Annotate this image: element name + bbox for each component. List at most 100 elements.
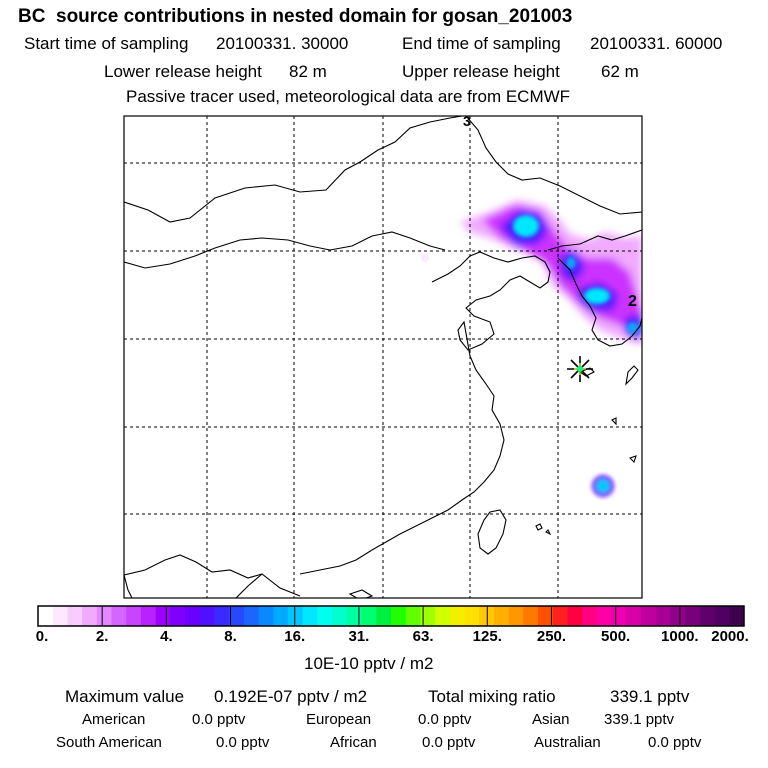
- colorbar-cell: [420, 606, 436, 626]
- border-south-china-2: [235, 573, 263, 598]
- colorbar-tick-marks: [101, 606, 681, 626]
- colorbar-tick-label: 8.: [224, 628, 237, 645]
- colorbar-cell: [185, 606, 201, 626]
- colorbar-cell: [96, 606, 112, 626]
- lower-release-value: 82 m: [289, 62, 327, 81]
- coastline-china-east: [299, 251, 551, 575]
- colorbar-cell: [449, 606, 465, 626]
- colorbar-cell: [170, 606, 186, 626]
- colorbar-cell: [714, 606, 730, 626]
- plume-island-inner: [596, 479, 610, 493]
- colorbar-cell: [567, 606, 583, 626]
- colorbar-cell: [611, 606, 627, 626]
- colorbar-tick-label: 16.: [284, 628, 306, 645]
- region-value: 0.0 pptv: [418, 711, 472, 728]
- colorbar-tick-label: 250.: [536, 628, 567, 645]
- colorbar-cells: [38, 606, 745, 626]
- colorbar-cell: [729, 606, 745, 626]
- region-value: 0.0 pptv: [648, 734, 702, 751]
- contour-label: 3: [463, 113, 471, 129]
- colorbar-unit: 10E-10 pptv / m2: [304, 654, 434, 673]
- coastline-north-korea-border: [547, 229, 642, 251]
- region-name: American: [82, 711, 146, 728]
- region-name: Australian: [534, 734, 601, 751]
- map-panel: 3 2: [123, 113, 643, 599]
- colorbar-cell: [641, 606, 657, 626]
- coastline-mongolia-border: [124, 116, 463, 223]
- plot-title: BC source contributions in nested domain…: [18, 6, 573, 27]
- colorbar-cell: [199, 606, 215, 626]
- max-value-label: Maximum value: [65, 687, 185, 706]
- plume-speck: [421, 254, 429, 262]
- colorbar-cell: [596, 606, 613, 626]
- colorbar-cell: [523, 606, 539, 626]
- region-name: South American: [56, 734, 162, 751]
- coastline-japan-3: [611, 417, 617, 426]
- coastline-manchuria-border: [465, 116, 642, 215]
- colorbar-cell: [126, 606, 142, 626]
- colorbar-cell: [111, 606, 127, 626]
- region-value: 0.0 pptv: [422, 734, 476, 751]
- colorbar-cell: [302, 606, 318, 626]
- colorbar-cell: [699, 606, 715, 626]
- coastline-japan-2: [628, 455, 637, 464]
- colorbar-tick-label: 500.: [601, 628, 631, 645]
- region-name: European: [306, 711, 372, 728]
- colorbar-cell: [391, 606, 407, 626]
- region-value: 339.1 pptv: [604, 711, 675, 728]
- colorbar-cell: [317, 606, 333, 626]
- colorbar-tick-label: 63.: [412, 628, 434, 645]
- region-value: 0.0 pptv: [216, 734, 270, 751]
- border-west-china: [124, 574, 133, 598]
- colorbar-cell: [155, 606, 171, 626]
- end-time-value: 20100331. 60000: [590, 34, 723, 53]
- contour-label: 2: [628, 293, 637, 310]
- coastline-japan-1: [625, 365, 639, 386]
- colorbar-cell: [288, 606, 304, 626]
- colorbar-cell: [493, 606, 510, 626]
- map-frame: [123, 115, 643, 599]
- colorbar-cell: [376, 606, 392, 626]
- colorbar-tick-label: 1000.: [661, 628, 699, 645]
- colorbar-tick-label: 2.: [95, 628, 109, 645]
- colorbar-cell: [258, 606, 274, 626]
- coastline-korea: [557, 257, 642, 347]
- colorbar-cell: [38, 606, 54, 626]
- colorbar-cell: [435, 606, 451, 626]
- start-time-label: Start time of sampling: [24, 34, 189, 53]
- upper-release-value: 62 m: [601, 62, 639, 81]
- colorbar-cell: [214, 606, 230, 626]
- total-mixing-value: 339.1 pptv: [610, 687, 690, 706]
- colorbar-cell: [229, 606, 245, 626]
- lat-lon-grid: [124, 116, 642, 598]
- start-time-value: 20100331. 30000: [216, 34, 349, 53]
- lower-release-label: Lower release height: [104, 62, 262, 81]
- colorbar-cell: [67, 606, 83, 626]
- coastline-island-small: [535, 523, 543, 531]
- colorbar-cell: [538, 606, 554, 626]
- colorbar-cell: [552, 606, 568, 626]
- plume-core-1: [513, 215, 539, 237]
- colorbar-cell: [140, 606, 157, 626]
- concentration-plume: [421, 200, 642, 497]
- colorbar-cell: [670, 606, 686, 626]
- coastline-inner-border: [124, 231, 446, 269]
- colorbar-cell: [508, 606, 524, 626]
- upper-release-label: Upper release height: [402, 62, 560, 81]
- colorbar-cell: [346, 606, 362, 626]
- plume-core-2: [584, 288, 610, 304]
- colorbar-cell: [685, 606, 701, 626]
- coastline-taiwan: [477, 509, 507, 555]
- coastline-island-small-2: [545, 529, 552, 536]
- colorbar-tick-label: 125.: [472, 628, 502, 645]
- colorbar-tick-label: 31.: [348, 628, 370, 645]
- colorbar-cell: [243, 606, 260, 626]
- max-value: 0.192E-07 pptv / m2: [214, 687, 368, 706]
- colorbar-cell: [361, 606, 377, 626]
- coastline-hainan: [348, 589, 374, 598]
- colorbar-cell: [464, 606, 480, 626]
- end-time-label: End time of sampling: [402, 34, 561, 53]
- colorbar-cell: [405, 606, 421, 626]
- colorbar-cell: [82, 606, 98, 626]
- colorbar-cell: [626, 606, 642, 626]
